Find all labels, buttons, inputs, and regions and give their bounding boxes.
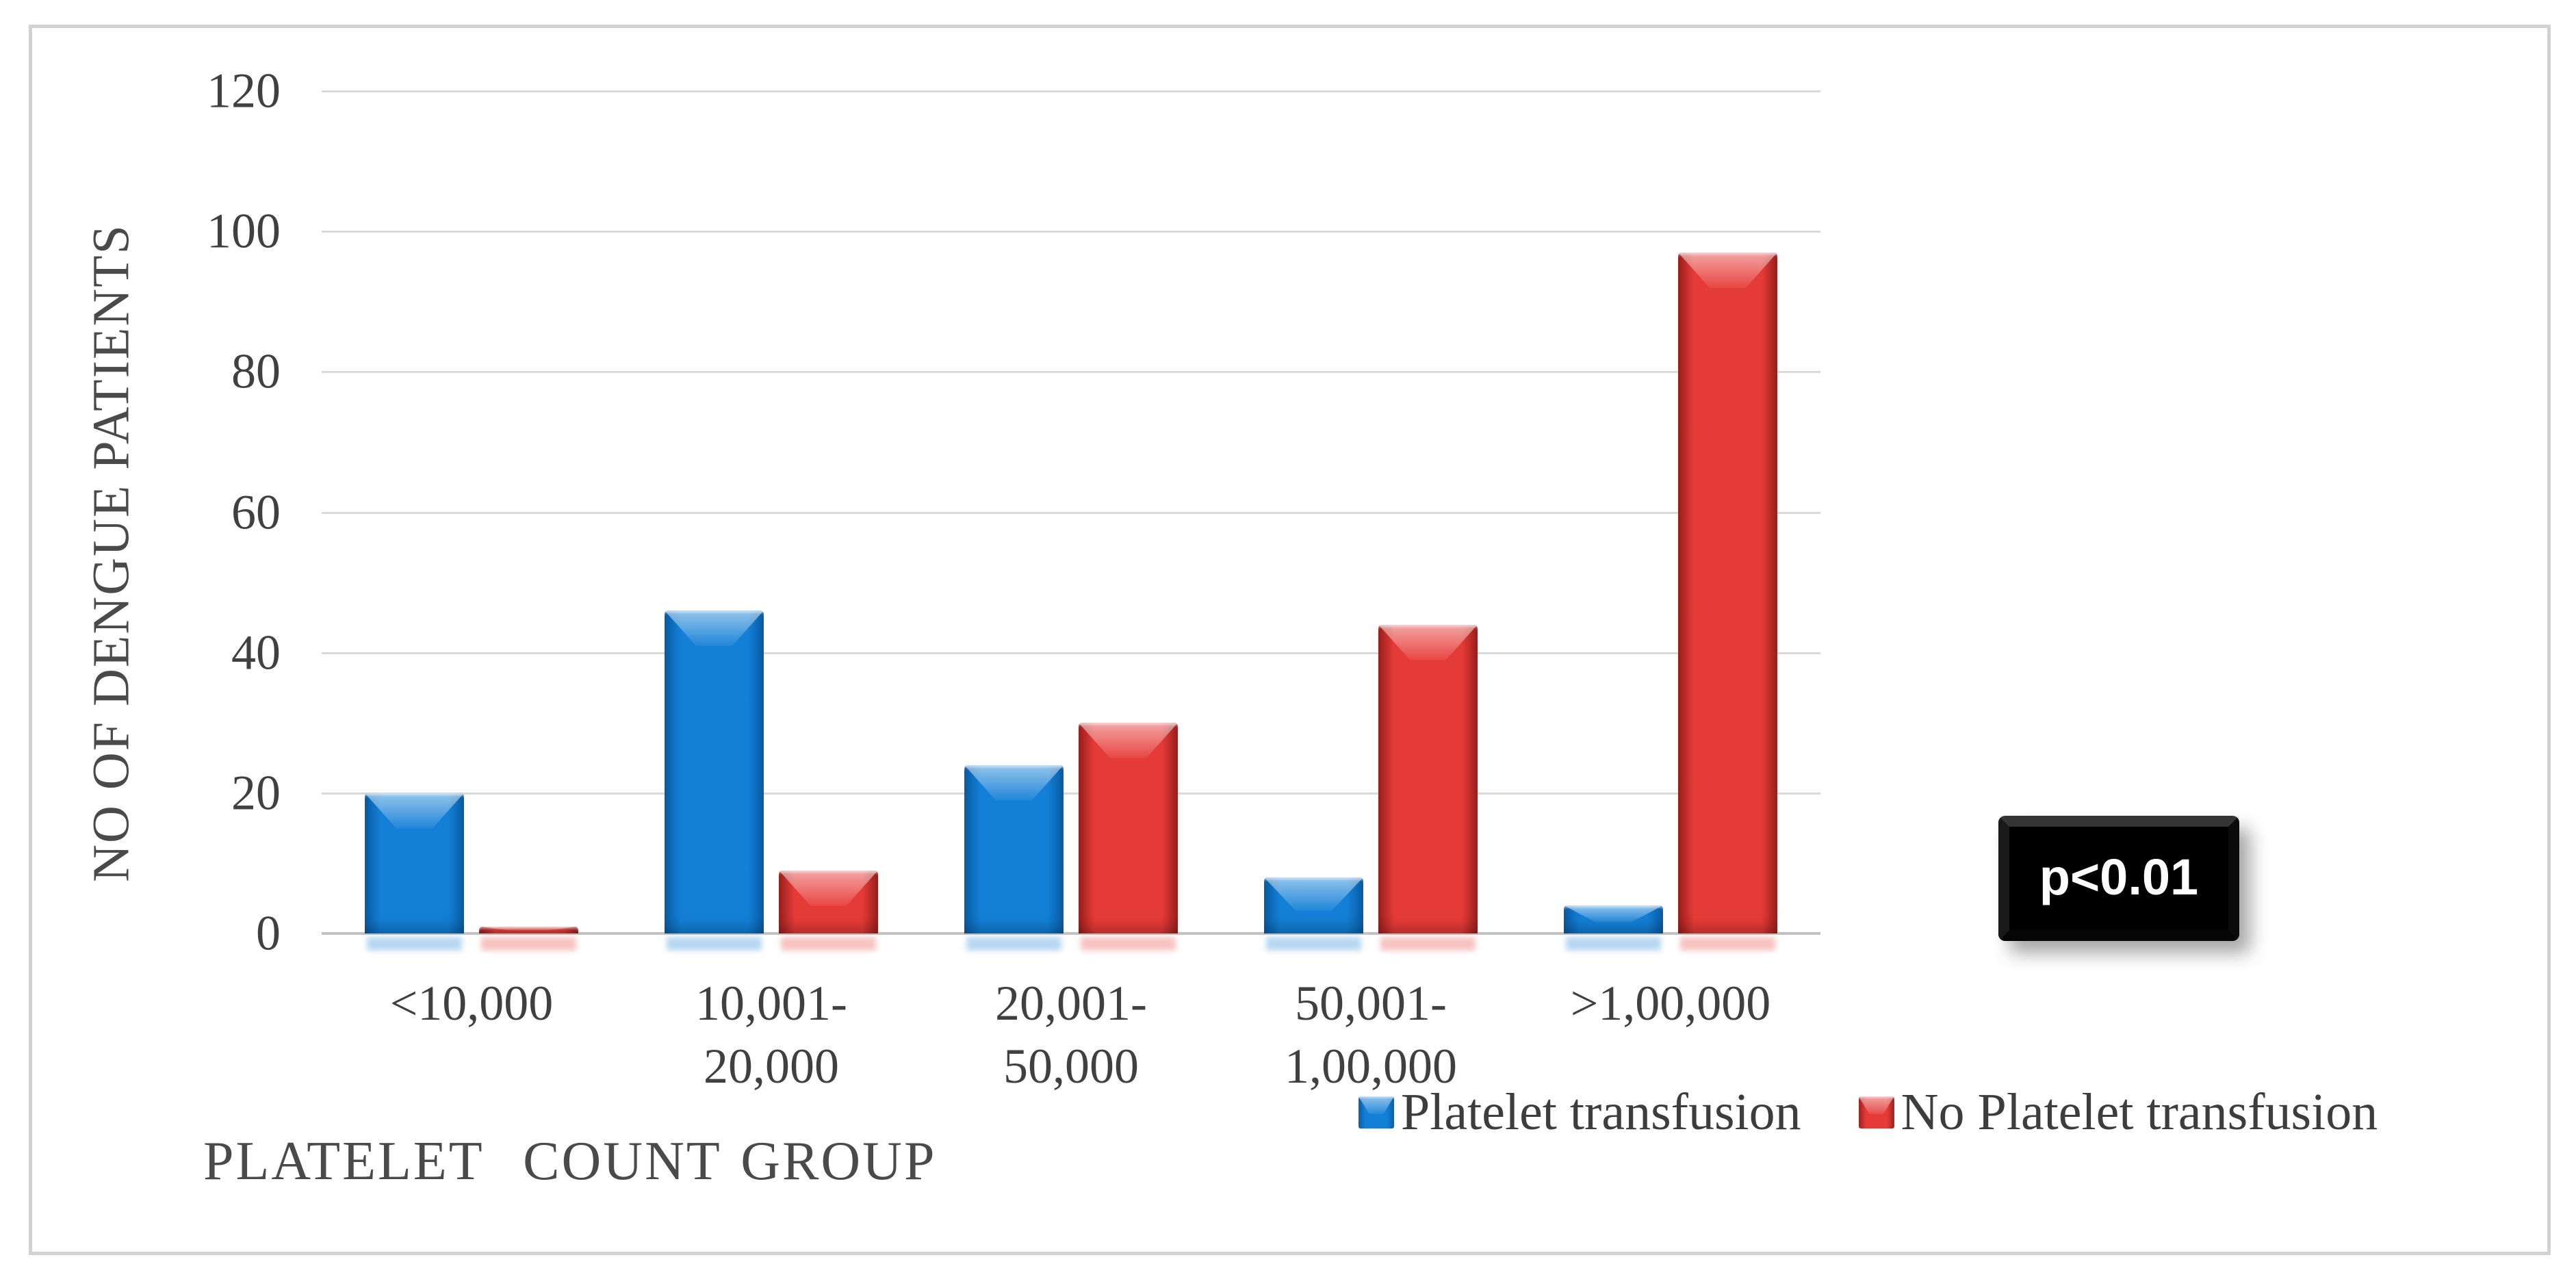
category-group-1 <box>322 91 621 933</box>
y-tick-label: 20 <box>231 765 281 821</box>
figure-border-frame <box>29 25 2551 1255</box>
x-axis-title: PLATELET COUNT GROUP <box>203 1131 937 1191</box>
bar-series2-cat5 <box>1678 252 1777 933</box>
legend-label: Platelet transfusion <box>1401 1083 1801 1141</box>
x-tick-label: 20,001- 50,000 <box>995 976 1147 1094</box>
legend-item-series2: No Platelet transfusion <box>1858 1083 2378 1142</box>
gridline <box>322 652 1820 654</box>
y-tick-label: 0 <box>256 905 281 961</box>
y-tick-label: 60 <box>231 485 281 539</box>
legend-label: No Platelet transfusion <box>1901 1083 2378 1141</box>
y-tick-label: 100 <box>207 203 281 259</box>
bar-series1-cat4 <box>1264 877 1363 933</box>
y-tick-label: 120 <box>207 63 281 118</box>
y-tick-label: 40 <box>231 625 281 680</box>
category-group-5 <box>1521 91 1820 933</box>
y-tick-label: 80 <box>231 344 281 399</box>
bar-series2-cat2 <box>779 870 878 933</box>
bar-series2-cat3 <box>1079 723 1178 933</box>
bar-series1-cat1 <box>365 792 464 933</box>
bar-series2-cat4 <box>1378 624 1478 933</box>
x-tick-label: <10,000 <box>389 976 554 1031</box>
gridline <box>322 231 1820 233</box>
x-tick-label: 50,001- 1,00,000 <box>1285 976 1457 1094</box>
legend-swatch-icon <box>1358 1096 1394 1128</box>
bar-series2-cat1 <box>479 926 578 933</box>
chart-legend: Platelet transfusion No Platelet transfus… <box>1358 1083 2378 1142</box>
legend-item-series1: Platelet transfusion <box>1358 1083 1801 1142</box>
legend-swatch-icon <box>1858 1096 1894 1128</box>
x-tick-label: 10,001- 20,000 <box>695 976 847 1094</box>
gridline <box>322 371 1820 374</box>
bar-series1-cat3 <box>964 764 1064 933</box>
gridline <box>322 792 1820 795</box>
bar-series1-cat5 <box>1564 905 1663 933</box>
gridline <box>322 511 1820 514</box>
bar-series1-cat2 <box>665 610 764 933</box>
y-axis-tick-labels: 0 20 40 60 80 100 120 <box>103 64 281 961</box>
x-tick-label: >1,00,000 <box>1570 976 1771 1031</box>
category-group-3 <box>921 91 1221 933</box>
x-axis-baseline <box>322 932 1820 935</box>
p-value-annotation: p<0.01 <box>1998 816 2239 941</box>
category-group-2 <box>621 91 921 933</box>
gridline <box>322 90 1820 92</box>
category-group-4 <box>1221 91 1521 933</box>
x-axis-tick-labels: <10,000 10,001- 20,000 20,001- 50,000 50,001-… <box>322 972 1820 1098</box>
plot-area <box>322 90 1820 935</box>
